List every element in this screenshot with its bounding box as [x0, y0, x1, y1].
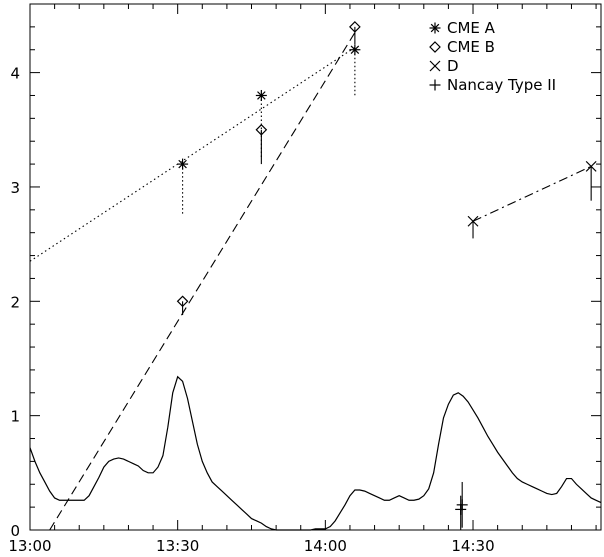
legend-item-cme-b: CME B: [429, 38, 495, 56]
legend-marker: [429, 41, 441, 53]
fit-line-cme-b: [49, 32, 356, 531]
data-point: [456, 499, 468, 511]
y-tick-label: 4: [10, 65, 20, 83]
legend-item-nancay-type-ii: Nancay Type II: [429, 76, 556, 94]
x-tick-label: 14:30: [451, 537, 494, 555]
data-point: [255, 89, 267, 101]
curve-line: [29, 375, 602, 531]
y-tick-label: 2: [10, 293, 20, 311]
data-point: [177, 158, 189, 170]
data-point: [585, 160, 597, 172]
plot-frame: [29, 3, 602, 531]
x-tick-label: 13:30: [156, 537, 199, 555]
legend-label: CME A: [447, 19, 496, 37]
data-point: [176, 295, 189, 308]
x-tick-label: 13:00: [8, 537, 51, 555]
x-tick-label: 14:00: [304, 537, 347, 555]
fit-line-cme-a: [29, 46, 356, 262]
series-d: [467, 160, 597, 239]
series-group: [29, 21, 602, 531]
y-tick-label: 0: [10, 522, 20, 540]
data-point: [467, 215, 479, 227]
data-point: [455, 503, 467, 515]
axis-ticks: 13:00 13:30 14:00 14:30 0 1 2 3 4: [8, 3, 601, 555]
legend-marker: [429, 22, 441, 34]
legend-label: Nancay Type II: [447, 76, 556, 94]
data-point: [349, 21, 361, 33]
legend-label: CME B: [447, 38, 495, 56]
fit-line-d: [472, 165, 592, 222]
series-curve-4: [29, 375, 602, 531]
data-point: [349, 44, 361, 56]
y-tick-label: 3: [10, 179, 20, 197]
legend-label: D: [447, 57, 459, 75]
series-nancay-type-ii: [455, 481, 468, 530]
series-cme-a: [29, 44, 361, 262]
y-tick-label: 1: [10, 408, 20, 426]
legend-item-cme-a: CME A: [429, 19, 496, 37]
series-cme-b: [49, 21, 361, 531]
legend-marker: [429, 60, 441, 72]
data-point: [255, 123, 268, 136]
legend-item-d: D: [429, 57, 459, 75]
legend-marker: [429, 79, 441, 91]
